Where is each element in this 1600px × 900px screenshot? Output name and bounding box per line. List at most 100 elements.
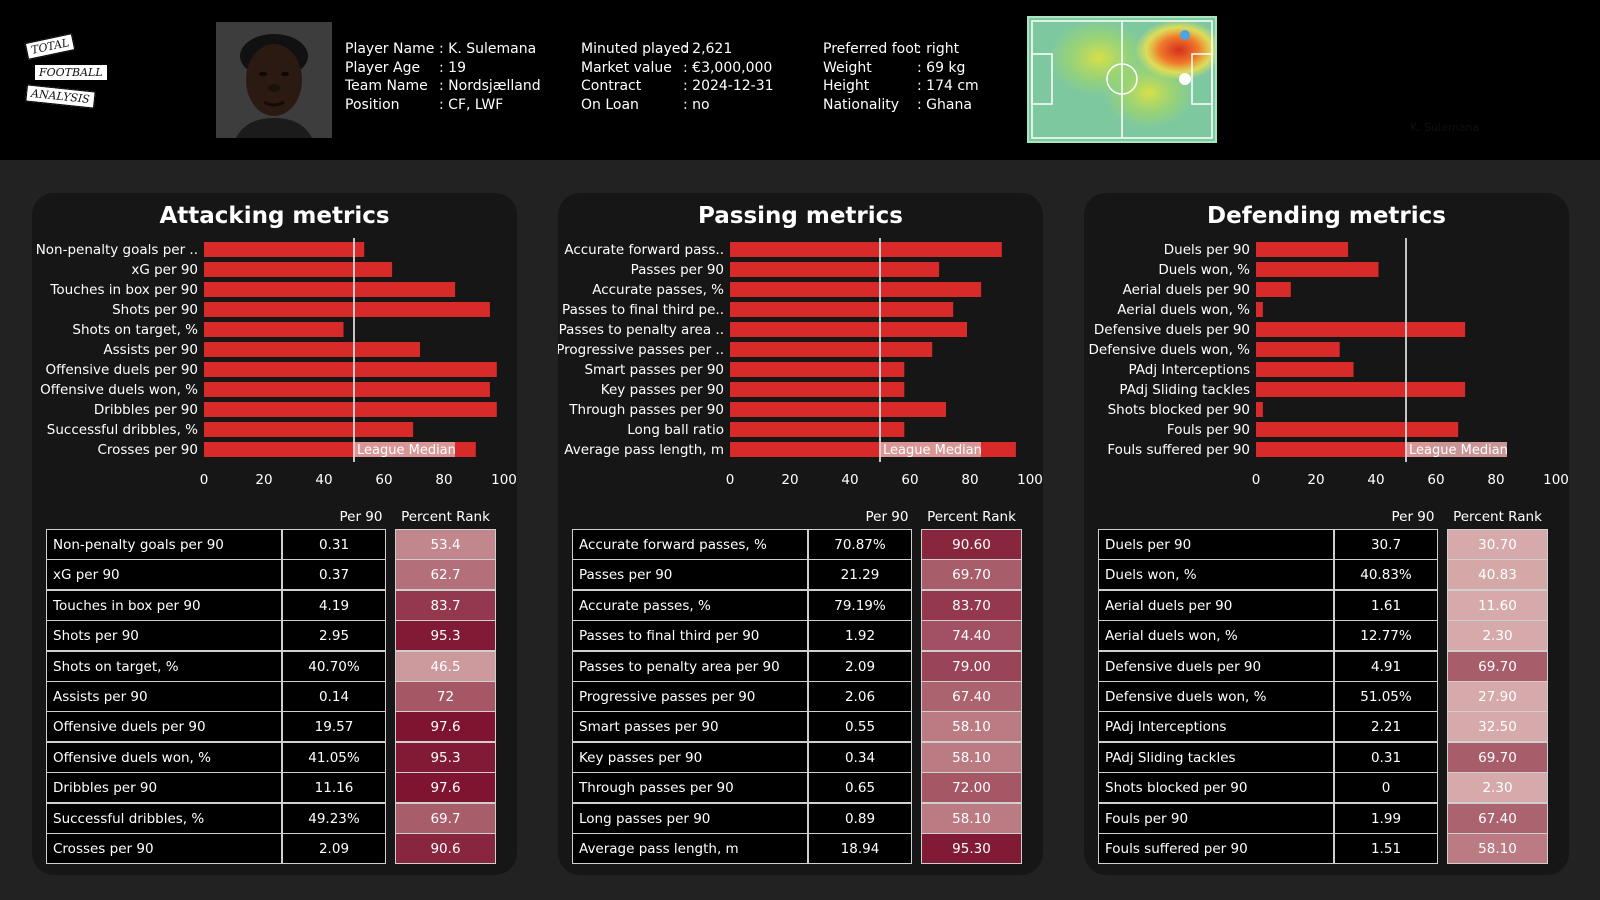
per90-value-cell: 4.19	[282, 589, 386, 621]
metric-name-cell: Defensive duels won, %	[1098, 681, 1334, 712]
category-label: Passes per 90	[631, 262, 724, 278]
per90-value-cell: 40.70%	[282, 650, 386, 682]
bar-4	[204, 322, 344, 337]
metric-name-cell: Fouls per 90	[1098, 802, 1334, 834]
category-label: Progressive passes per ..	[558, 342, 724, 358]
per90-value-cell: 1.92	[808, 620, 912, 652]
metric-name-cell: Successful dribbles, %	[46, 802, 282, 834]
info-value: : CF, LWF	[439, 96, 504, 113]
metric-name-cell: Through passes per 90	[572, 772, 808, 804]
category-label: Crosses per 90	[97, 442, 198, 458]
percent-rank-cell: 58.10	[921, 711, 1022, 743]
x-tick-label: 40	[1367, 472, 1384, 488]
category-label: Passes to penalty area ..	[559, 322, 724, 338]
league-median-label-bg	[355, 442, 455, 457]
info-row: Team Name: Nordsjælland	[345, 77, 541, 96]
bar-1	[730, 262, 940, 277]
player-info-col-1: Player Name: K. Sulemana Player Age: 19 …	[345, 40, 541, 114]
bar-8	[1256, 402, 1263, 417]
per90-value-cell: 12.77%	[1334, 620, 1438, 652]
percent-rank-cell: 69.70	[1447, 650, 1548, 682]
league-median-label: League Median	[357, 443, 456, 458]
pitch-heatmap	[1027, 16, 1223, 143]
per90-value-cell: 2.21	[1334, 711, 1438, 743]
category-label: Successful dribbles, %	[47, 422, 198, 438]
info-value: : right	[917, 41, 960, 57]
metric-name-cell: Smart passes per 90	[572, 711, 808, 743]
percent-rank-cell: 90.60	[921, 529, 1022, 560]
x-tick-label: 100	[1543, 472, 1569, 488]
category-label: Aerial duels per 90	[1123, 282, 1250, 298]
panel-title: Defending metrics	[1207, 203, 1446, 229]
per90-value-cell: 0.55	[808, 711, 912, 743]
per90-value-cell: 0.31	[1334, 741, 1438, 773]
metric-name-cell: PAdj Sliding tackles	[1098, 741, 1334, 773]
bar-3	[204, 302, 490, 317]
metric-name-cell: Shots on target, %	[46, 650, 282, 682]
per90-value-cell: 30.7	[1334, 529, 1438, 560]
per90-value-cell: 4.91	[1334, 650, 1438, 682]
percent-rank-cell: 72.00	[921, 772, 1022, 804]
bar-2	[730, 282, 982, 297]
per90-value-cell: 0.89	[808, 802, 912, 834]
per90-value-cell: 0.37	[282, 559, 386, 591]
percent-rank-cell: 95.30	[921, 833, 1022, 864]
bar-2	[1256, 282, 1291, 297]
info-row: Preferred foot: right	[823, 40, 979, 59]
info-label: Player Age	[345, 59, 421, 76]
per90-value-cell: 1.99	[1334, 802, 1438, 834]
bar-0	[204, 242, 365, 257]
percent-rank-cell: 95.3	[395, 741, 496, 773]
x-tick-label: 80	[435, 472, 452, 488]
bar-0	[730, 242, 1002, 257]
bar-1	[204, 262, 393, 277]
info-label: Minuted played	[581, 41, 690, 57]
metric-name-cell: Aerial duels per 90	[1098, 589, 1334, 621]
x-tick-label: 100	[1017, 472, 1043, 488]
info-row: Contract: 2024-12-31	[581, 77, 774, 96]
info-row: Player Name: K. Sulemana	[345, 40, 541, 59]
metric-name-cell: Assists per 90	[46, 681, 282, 712]
info-row: Player Age: 19	[345, 59, 541, 78]
player-info-col-3: Preferred foot: right Weight: 69 kg Heig…	[823, 40, 979, 114]
per90-value-cell: 19.57	[282, 711, 386, 743]
metric-name-cell: Crosses per 90	[46, 833, 282, 864]
metric-name-cell: Duels won, %	[1098, 559, 1334, 591]
category-label: Offensive duels per 90	[45, 362, 198, 378]
rank-header: Percent Rank	[927, 509, 1016, 525]
passing-metrics-panel: Passing metrics Accurate forward pass.. P…	[558, 193, 1043, 875]
bar-6	[730, 362, 905, 377]
percent-rank-cell: 2.30	[1447, 772, 1548, 804]
category-label: Accurate forward pass..	[564, 242, 724, 258]
category-label: Aerial duels won, %	[1117, 302, 1250, 318]
total-football-analysis-logo: TOTAL FOOTBALL ANALYSIS	[22, 33, 108, 116]
per90-header: Per 90	[865, 509, 909, 525]
x-tick-label: 0	[726, 472, 735, 488]
bar-6	[204, 362, 497, 377]
attacking-bar-chart: Non-penalty goals per .. xG per 90 Touches…	[36, 238, 517, 488]
per90-header: Per 90	[1391, 509, 1435, 525]
category-label: Accurate passes, %	[592, 282, 724, 298]
logo-line-1: TOTAL	[24, 33, 76, 60]
x-tick-label: 40	[315, 472, 332, 488]
percent-rank-cell: 95.3	[395, 620, 496, 652]
rank-header: Percent Rank	[1453, 509, 1542, 525]
category-label: Average pass length, m	[564, 442, 724, 458]
league-median-label: League Median	[1409, 443, 1508, 458]
attacking-metrics-panel: Attacking metrics Non-penalty goals per …	[32, 193, 517, 875]
metric-name-cell: Progressive passes per 90	[572, 681, 808, 712]
info-label: Player Name	[345, 41, 435, 57]
logo-line-2: FOOTBALL	[34, 64, 108, 81]
per90-value-cell: 2.06	[808, 681, 912, 712]
percent-rank-cell: 11.60	[1447, 589, 1548, 621]
metric-name-cell: Average pass length, m	[572, 833, 808, 864]
category-label: Key passes per 90	[601, 382, 724, 398]
category-label: PAdj Interceptions	[1129, 362, 1250, 378]
per90-value-cell: 0.31	[282, 529, 386, 560]
player-info-col-2: Minuted played: 2,621 Market value: €3,0…	[581, 40, 774, 114]
percent-rank-cell: 97.6	[395, 772, 496, 804]
percent-rank-cell: 2.30	[1447, 620, 1548, 652]
info-label: Position	[345, 96, 400, 113]
league-median-label-bg	[1407, 442, 1507, 457]
header: TOTAL FOOTBALL ANALYSIS Player Name: K. …	[0, 0, 1600, 160]
